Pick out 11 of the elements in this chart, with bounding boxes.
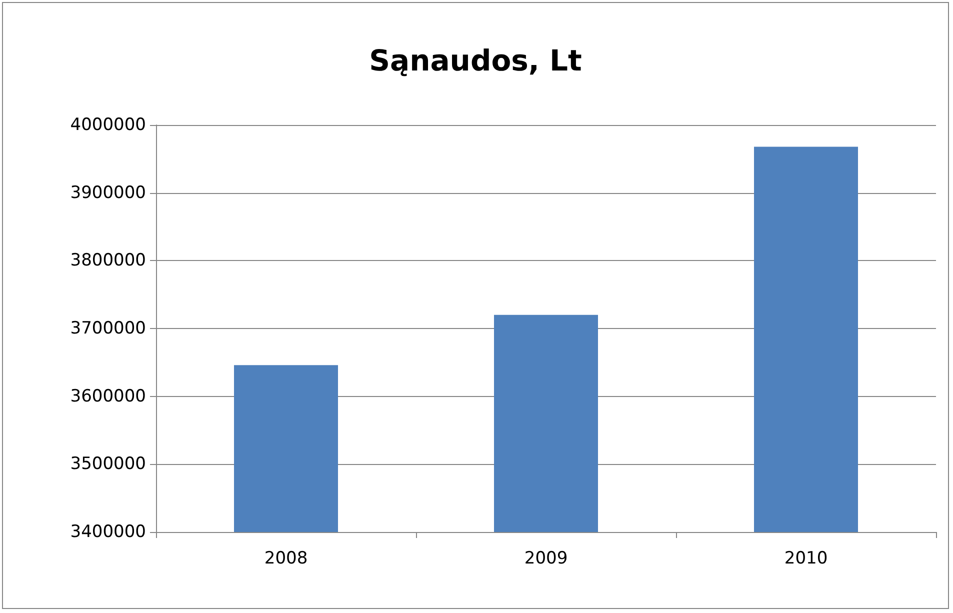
y-tick-label: 3400000 [70,522,146,542]
y-tick-label: 3600000 [70,386,146,406]
y-tick-label: 3500000 [70,454,146,474]
x-tick-label: 2009 [524,548,568,568]
chart-title: Sąnaudos, Lt [369,44,582,78]
x-tick-label: 2010 [784,548,828,568]
y-tick-label: 3800000 [70,250,146,271]
x-tick-label: 2008 [264,548,308,568]
y-tick-label: 3900000 [70,182,146,203]
y-tick-label: 4000000 [70,115,146,135]
y-tick-label: 3700000 [70,318,146,338]
